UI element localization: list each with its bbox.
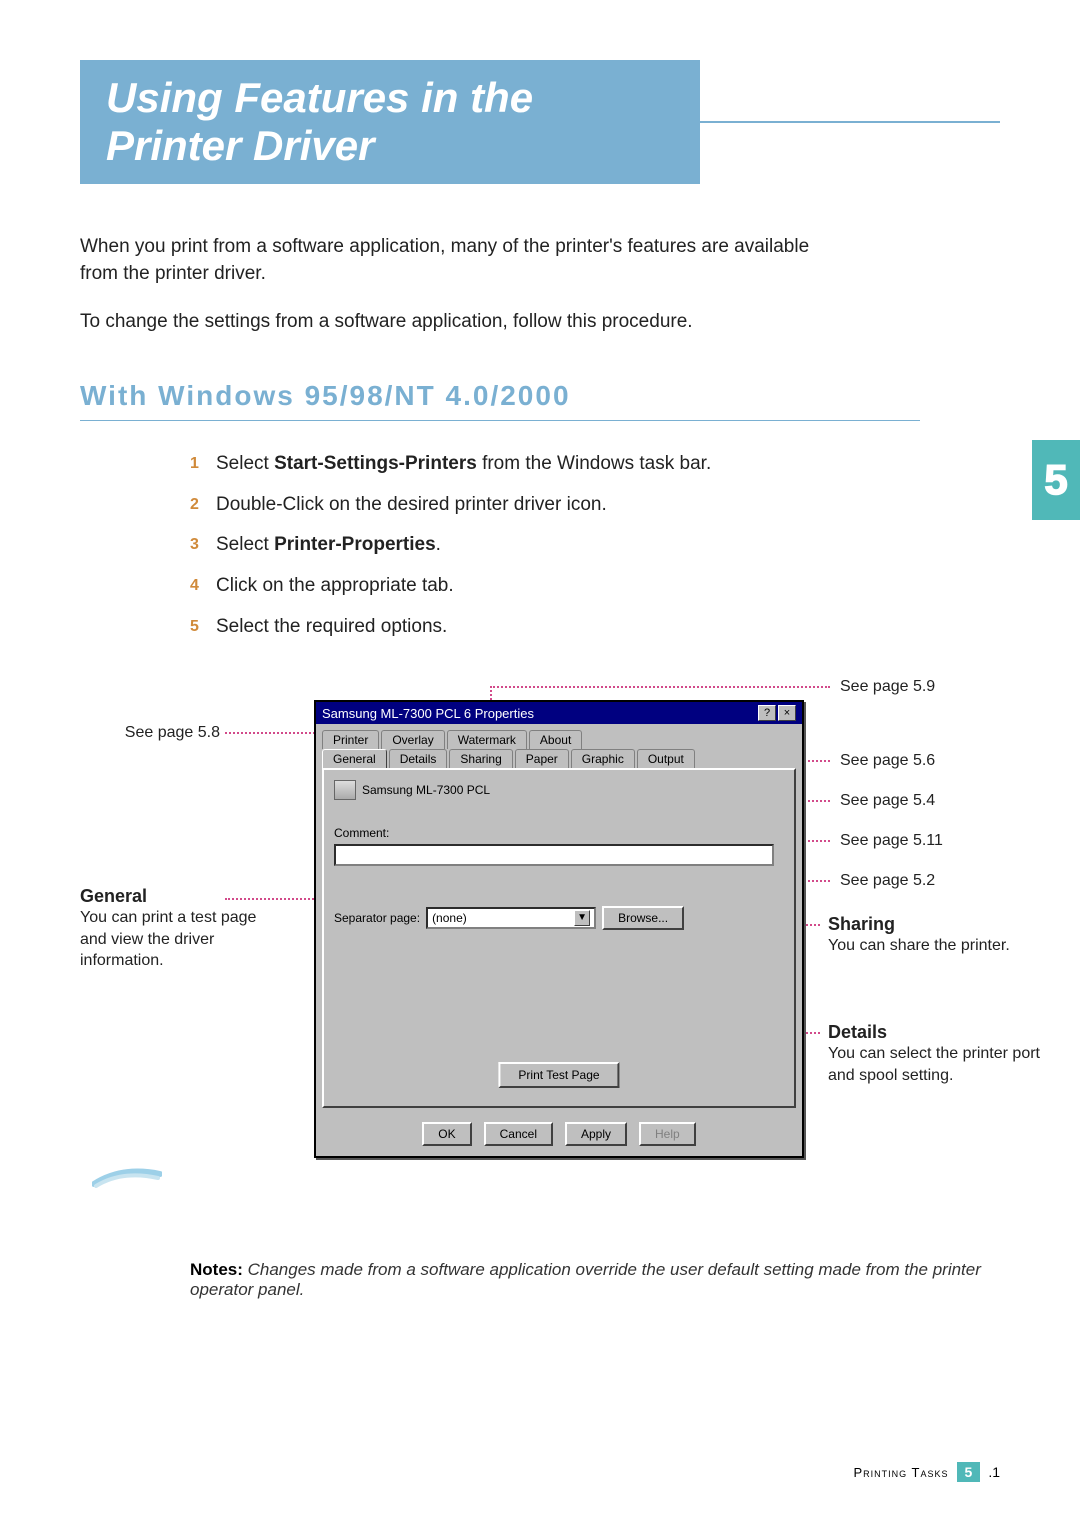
printer-name-text: Samsung ML-7300 PCL xyxy=(362,783,490,797)
notes-body: Changes made from a software application… xyxy=(190,1260,981,1299)
ok-button[interactable]: OK xyxy=(422,1122,471,1146)
subheading: With Windows 95/98/NT 4.0/2000 xyxy=(80,380,1000,412)
page-ref-5-8: See page 5.8 xyxy=(80,724,220,742)
callout-general: General You can print a test page and vi… xyxy=(80,886,260,972)
page-ref-text: See page 5.9 xyxy=(840,678,935,695)
callout-details-desc: You can select the printer port and spoo… xyxy=(828,1043,1068,1086)
footer-page: .1 xyxy=(988,1464,1000,1480)
tab-details[interactable]: Details xyxy=(389,749,448,768)
callout-sharing-desc: You can share the printer. xyxy=(828,935,1038,957)
page-footer: Printing Tasks 5 .1 xyxy=(854,1462,1000,1482)
tabs-row-2: General Details Sharing Paper Graphic Ou… xyxy=(316,749,802,768)
comment-input[interactable] xyxy=(334,844,774,866)
notes-block: Notes: Changes made from a software appl… xyxy=(190,1260,1000,1300)
properties-dialog: Samsung ML-7300 PCL 6 Properties ? × Pri… xyxy=(314,700,804,1158)
figure-area: See page 5.8 General You can print a tes… xyxy=(80,680,1000,1220)
separator-value: (none) xyxy=(432,911,467,925)
leader-line xyxy=(490,686,830,688)
tab-graphic[interactable]: Graphic xyxy=(571,749,635,768)
tab-paper[interactable]: Paper xyxy=(515,749,569,768)
page-ref-5-9: See page 5.9 xyxy=(840,678,935,696)
callout-sharing-heading: Sharing xyxy=(828,914,1038,935)
chapter-side-tab: 5 xyxy=(1032,440,1080,520)
footer-chapter-box: 5 xyxy=(957,1462,981,1482)
comment-label: Comment: xyxy=(334,826,784,840)
step-5: 5 Select the required options. xyxy=(190,614,1000,641)
dialog-title-text: Samsung ML-7300 PCL 6 Properties xyxy=(322,706,534,721)
step-text-pre: Click on the appropriate tab. xyxy=(216,575,454,596)
step-text-bold: Start-Settings-Printers xyxy=(274,453,477,474)
page-ref-5-2: See page 5.2 xyxy=(840,872,935,890)
page-title-banner: Using Features in the Printer Driver xyxy=(80,60,700,184)
tab-watermark[interactable]: Watermark xyxy=(447,730,527,749)
page-ref-5-11: See page 5.11 xyxy=(840,832,943,850)
separator-row: Separator page: (none) ▼ Browse... xyxy=(334,906,784,930)
page-ref-text: See page 5.8 xyxy=(125,724,220,741)
apply-button[interactable]: Apply xyxy=(565,1122,627,1146)
step-text-pre: Select xyxy=(216,453,274,474)
title-rule xyxy=(700,121,1000,123)
page-title: Using Features in the Printer Driver xyxy=(106,74,533,169)
callout-details-heading: Details xyxy=(828,1022,1068,1043)
help-button[interactable]: ? xyxy=(758,705,776,721)
footer-section: Printing Tasks xyxy=(854,1465,949,1480)
chevron-down-icon[interactable]: ▼ xyxy=(574,910,590,926)
dialog-titlebar[interactable]: Samsung ML-7300 PCL 6 Properties ? × xyxy=(316,702,802,724)
dialog-button-row: OK Cancel Apply Help xyxy=(316,1114,802,1156)
tab-about[interactable]: About xyxy=(529,730,582,749)
intro-paragraph-1: When you print from a software applicati… xyxy=(80,234,840,287)
callout-details: Details You can select the printer port … xyxy=(828,1022,1068,1086)
note-swoosh-icon xyxy=(92,1164,162,1188)
close-button[interactable]: × xyxy=(778,705,796,721)
callout-sharing: Sharing You can share the printer. xyxy=(828,914,1038,957)
step-3: 3 Select Printer-Properties. xyxy=(190,532,1000,559)
tab-sharing[interactable]: Sharing xyxy=(449,749,512,768)
step-1: 1 Select Start-Settings-Printers from the… xyxy=(190,451,1000,478)
separator-label: Separator page: xyxy=(334,911,420,925)
callout-general-heading: General xyxy=(80,886,260,907)
page-ref-5-6: See page 5.6 xyxy=(840,752,935,770)
cancel-button[interactable]: Cancel xyxy=(484,1122,553,1146)
step-text-post: from the Windows task bar. xyxy=(477,453,711,474)
page-ref-5-4: See page 5.4 xyxy=(840,792,935,810)
step-text-post: . xyxy=(436,534,441,555)
step-number: 3 xyxy=(190,534,199,556)
step-number: 5 xyxy=(190,616,199,638)
intro-paragraph-2: To change the settings from a software a… xyxy=(80,309,840,336)
callout-general-desc: You can print a test page and view the d… xyxy=(80,907,260,972)
printer-name-row: Samsung ML-7300 PCL xyxy=(334,780,784,800)
tab-general-body: Samsung ML-7300 PCL Comment: Separator p… xyxy=(322,768,796,1108)
step-text-pre: Select xyxy=(216,534,274,555)
footer-page-num: 1 xyxy=(992,1464,1000,1480)
step-2: 2 Double-Click on the desired printer dri… xyxy=(190,492,1000,519)
step-4: 4 Click on the appropriate tab. xyxy=(190,573,1000,600)
notes-label: Notes: xyxy=(190,1260,248,1279)
step-number: 1 xyxy=(190,453,199,475)
help-button[interactable]: Help xyxy=(639,1122,696,1146)
page-ref-text: See page 5.2 xyxy=(840,872,935,889)
tab-printer[interactable]: Printer xyxy=(322,730,379,749)
step-text-pre: Double-Click on the desired printer driv… xyxy=(216,494,607,515)
step-text-pre: Select the required options. xyxy=(216,616,447,637)
tab-overlay[interactable]: Overlay xyxy=(381,730,444,749)
page-ref-text: See page 5.11 xyxy=(840,832,943,849)
chapter-number-outline: 5 xyxy=(1044,456,1067,504)
browse-button[interactable]: Browse... xyxy=(602,906,684,930)
title-banner-row: Using Features in the Printer Driver xyxy=(80,60,1000,184)
tabs-row-1: Printer Overlay Watermark About xyxy=(316,724,802,749)
subheading-rule xyxy=(80,420,920,422)
separator-combo[interactable]: (none) ▼ xyxy=(426,907,596,929)
tab-general[interactable]: General xyxy=(322,749,387,768)
page-ref-text: See page 5.4 xyxy=(840,792,935,809)
page-ref-text: See page 5.6 xyxy=(840,752,935,769)
step-number: 4 xyxy=(190,575,199,597)
printer-icon xyxy=(334,780,356,800)
step-number: 2 xyxy=(190,494,199,516)
print-test-page-button[interactable]: Print Test Page xyxy=(498,1062,619,1088)
steps-list: 1 Select Start-Settings-Printers from the… xyxy=(190,451,1000,640)
tab-output[interactable]: Output xyxy=(637,749,695,768)
step-text-bold: Printer-Properties xyxy=(274,534,436,555)
